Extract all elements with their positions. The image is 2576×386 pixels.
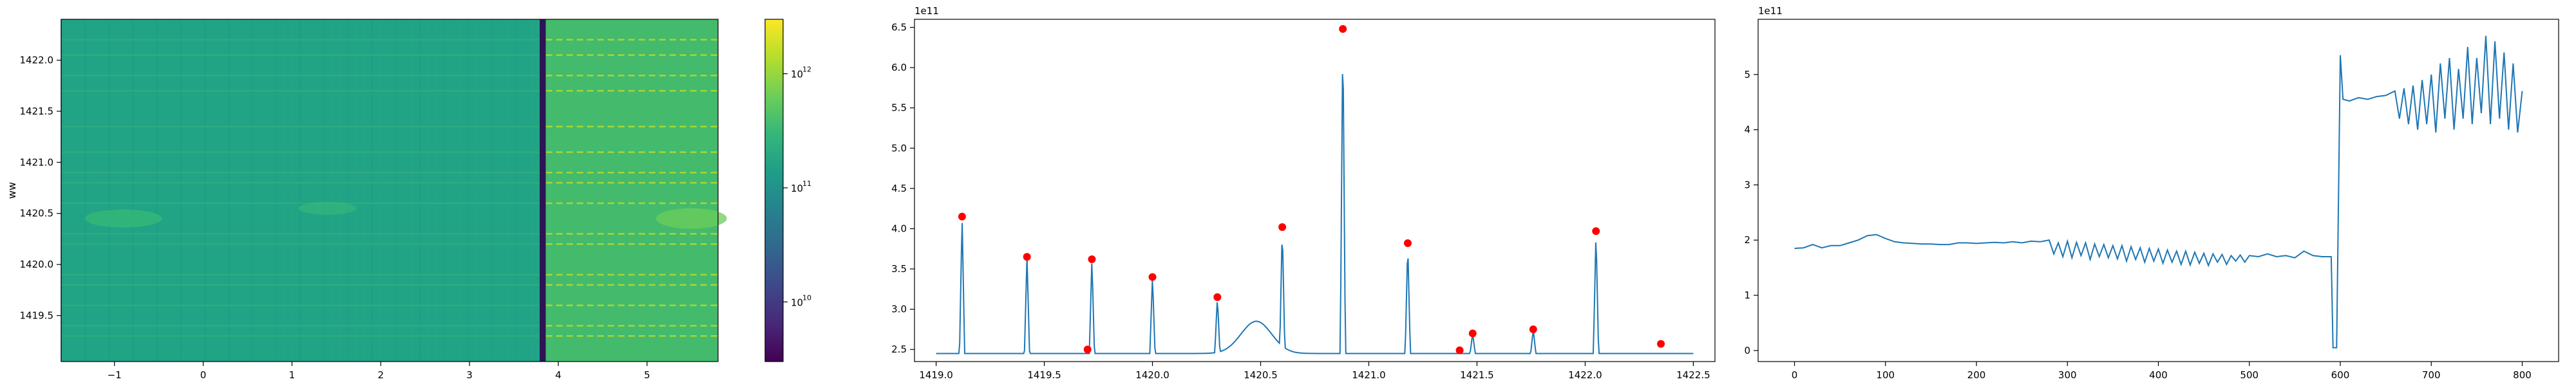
peak-marker: [1339, 25, 1347, 33]
y-offset-label: 1e11: [1758, 5, 1783, 17]
profile-line-panel: 0 100 200 300 400 500 600 700 800 0 1 2 3 4 5 1e11: [1744, 5, 2559, 381]
y-tick-label: 2.5: [891, 344, 907, 355]
x-tick-label: 1422.0: [1568, 369, 1602, 381]
y-tick-label: 4.0: [891, 223, 907, 234]
y-tick-label: 5.5: [891, 102, 907, 114]
colorbar-tick-base: 10: [791, 69, 803, 80]
peak-marker: [1455, 346, 1464, 354]
y-tick-label: 4.5: [891, 183, 907, 194]
y-tick-label: 4: [1744, 124, 1750, 136]
peak-marker: [958, 212, 966, 221]
y-axis-label: ww: [6, 182, 18, 199]
x-tick-label: 1422.5: [1676, 369, 1710, 381]
peak-marker: [1148, 273, 1157, 281]
y-tick-label: 3: [1744, 179, 1750, 190]
y-tick-label: 1420.5: [20, 208, 54, 219]
colorbar-tick-exponent: 12: [802, 66, 811, 74]
x-tick-label: −1: [108, 369, 122, 381]
y-tick-label: 1421.0: [20, 156, 54, 168]
x-tick-label: 500: [2240, 369, 2259, 381]
series-line: [1794, 35, 2523, 349]
heatmap-blob: [84, 209, 162, 228]
y-tick-label: 3.0: [891, 304, 907, 315]
x-tick-label: 2: [377, 369, 384, 381]
peak-marker: [1592, 227, 1600, 235]
y-tick-label: 0: [1744, 345, 1750, 356]
heatmap-blob: [656, 208, 727, 229]
x-tick-label: 1419.0: [919, 369, 953, 381]
y-tick-label: 5: [1744, 69, 1750, 80]
colorbar-tick-exponent: 10: [802, 293, 811, 302]
colorbar: [764, 19, 784, 362]
plot-background: [914, 19, 1715, 362]
series-line: [936, 74, 1694, 354]
heatmap-right-region: [545, 19, 718, 362]
peak-marker: [1403, 239, 1412, 247]
peak-marker: [1278, 223, 1287, 231]
peak-marker: [1529, 325, 1537, 333]
x-tick-label: 5: [644, 369, 650, 381]
y-tick-label: 1: [1744, 290, 1750, 301]
x-tick-label: 0: [1792, 369, 1798, 381]
peaks-line-panel: 1419.0 1419.5 1420.0 1420.5 1421.0 1421.5 1422…: [891, 5, 1716, 381]
x-tick-label: 400: [2149, 369, 2168, 381]
plot-frame: [1757, 19, 2559, 362]
y-tick-label: 3.5: [891, 263, 907, 275]
heatmap-frame: [61, 19, 719, 362]
x-tick-label: 3: [466, 369, 473, 381]
colorbar-tick-exponent: 11: [802, 179, 811, 188]
x-tick-label: 1420.5: [1244, 369, 1278, 381]
x-tick-label: 800: [2513, 369, 2532, 381]
x-tick-label: 4: [555, 369, 562, 381]
x-tick-label: 600: [2331, 369, 2350, 381]
plot-frame: [914, 19, 1716, 362]
x-tick-label: 1420.0: [1135, 369, 1170, 381]
y-tick-label: 6.5: [891, 22, 907, 33]
x-tick-label: 1419.5: [1027, 369, 1061, 381]
peak-marker: [1088, 255, 1096, 264]
y-offset-label: 1e11: [914, 5, 939, 17]
plot-background: [1758, 19, 2559, 362]
heatmap-blob: [298, 201, 357, 215]
y-tick-label: 1422.0: [20, 55, 54, 66]
y-tick-label: 1419.5: [20, 310, 54, 322]
x-tick-label: 300: [2058, 369, 2077, 381]
heatmap-dark-column: [539, 19, 546, 362]
y-tick-label: 5.0: [891, 142, 907, 154]
x-tick-label: 100: [1876, 369, 1895, 381]
peak-marker: [1657, 340, 1665, 348]
peak-marker: [1023, 253, 1031, 261]
x-tick-label: 0: [200, 369, 207, 381]
peak-marker: [1083, 345, 1092, 354]
colorbar-tick-base: 10: [791, 297, 803, 308]
x-tick-label: 1421.0: [1352, 369, 1386, 381]
colorbar-tick-base: 10: [791, 183, 803, 194]
peak-marker: [1468, 329, 1477, 338]
y-tick-label: 6.0: [891, 62, 907, 73]
x-tick-label: 700: [2422, 369, 2441, 381]
y-tick-label: 1421.5: [20, 106, 54, 117]
x-tick-label: 200: [1967, 369, 1986, 381]
peak-marker: [1213, 293, 1222, 301]
heatmap-panel: −1 0 1 2 3 4 51419.51420.01420.51421.01421.514…: [6, 19, 811, 381]
y-tick-label: 1420.0: [20, 259, 54, 270]
y-tick-label: 2: [1744, 234, 1750, 246]
x-tick-label: 1421.5: [1460, 369, 1494, 381]
x-tick-label: 1: [289, 369, 296, 381]
